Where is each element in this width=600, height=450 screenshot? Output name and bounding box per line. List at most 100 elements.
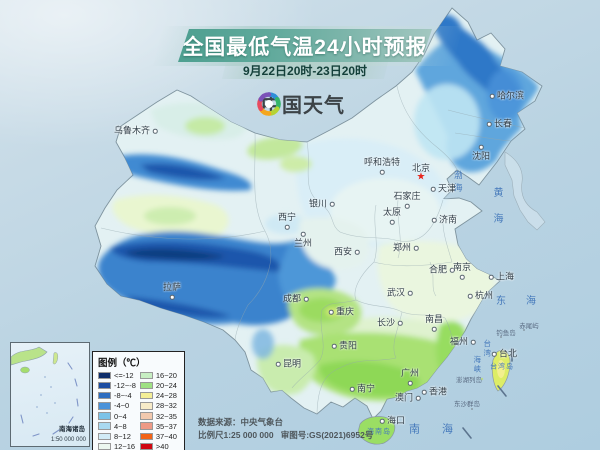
legend-swatch xyxy=(139,442,153,450)
sea-label: 黄海 xyxy=(491,187,502,239)
legend-swatch xyxy=(139,402,153,410)
legend-range-label: 12~16 xyxy=(114,442,136,450)
legend-range-label: 8~12 xyxy=(114,431,131,441)
city-marker xyxy=(421,389,427,395)
legend-grid: <=-12 -12~-8 -8~-4 -4~0 0~4 4~8 8~12 12~16 16~20… xyxy=(98,371,180,450)
forecast-period: 9月22日20时-23日20时 xyxy=(242,64,368,78)
city-marker xyxy=(470,339,476,345)
legend-range-label: 4~8 xyxy=(114,421,127,431)
legend-swatch xyxy=(98,371,111,380)
city-label: 呼和浩特 xyxy=(363,157,401,167)
city-marker xyxy=(407,290,413,296)
city-marker xyxy=(379,418,385,424)
city-label: 南宁 xyxy=(357,383,376,394)
city-marker xyxy=(415,395,421,401)
city-label: 北京 xyxy=(411,163,431,173)
legend-range-label: 28~32 xyxy=(155,401,177,411)
legend-item: 12~16 xyxy=(98,442,136,450)
legend-range-label: -8~-4 xyxy=(114,391,132,401)
city-label: 海口 xyxy=(387,415,406,426)
sea-label: 渤海 xyxy=(453,170,464,196)
legend-range-label: 20~24 xyxy=(155,380,177,390)
legend-item: 20~24 xyxy=(139,380,177,390)
legend-swatch xyxy=(98,402,111,410)
legend-item: 24~28 xyxy=(139,391,177,401)
legend-range-label: -12~-8 xyxy=(114,380,136,390)
sea-label: 钓鱼岛 xyxy=(496,329,516,337)
page-title: 全国最低气温24小时预报 xyxy=(182,35,428,59)
city-marker xyxy=(331,343,337,349)
legend-swatch xyxy=(98,381,111,390)
city-marker xyxy=(488,274,494,280)
city-marker xyxy=(389,219,395,225)
sea-label: 东沙群岛 xyxy=(454,400,480,408)
sea-label: 东海 xyxy=(496,296,556,307)
city-label: 西安 xyxy=(333,246,352,257)
city-label: 贵阳 xyxy=(339,340,358,351)
legend-item: 0~4 xyxy=(98,412,136,421)
legend-item: 35~37 xyxy=(139,422,177,431)
legend-swatch xyxy=(98,422,111,430)
city-marker xyxy=(467,293,473,299)
city-marker xyxy=(486,121,492,127)
sea-label: 海南岛 xyxy=(367,427,391,436)
city-marker xyxy=(449,267,455,273)
city-marker xyxy=(459,274,465,280)
legend-title: 图例（℃） xyxy=(98,358,146,369)
legend-item: 32~35 xyxy=(139,411,177,421)
city-label: 成都 xyxy=(282,293,301,304)
south-china-sea-inset: 南海诸岛 1:50 000 000 xyxy=(10,342,90,447)
legend-range-label: >40 xyxy=(155,442,169,450)
temperature-legend: 图例（℃） <=-12 -12~-8 -8~-4 -4~0 0~4 4~8 8~12 12~1… xyxy=(92,351,185,450)
logo-text: 中国天气 xyxy=(261,95,345,117)
city-label: 太原 xyxy=(382,207,402,217)
city-label: 乌鲁木齐 xyxy=(113,125,150,136)
city-label: 上海 xyxy=(496,271,515,282)
city-marker xyxy=(349,386,355,392)
legend-column: <=-12 -12~-8 -8~-4 -4~0 0~4 4~8 8~12 12~16 xyxy=(98,371,136,450)
inset-scale: 1:50 000 000 xyxy=(50,437,86,443)
legend-range-label: 24~28 xyxy=(155,391,177,401)
legend-range-label: <=-12 xyxy=(114,370,134,380)
legend-swatch xyxy=(98,412,111,420)
sea-label: 赤尾屿 xyxy=(519,322,539,330)
legend-item: -12~-8 xyxy=(98,381,136,390)
city-marker xyxy=(354,249,360,255)
sea-label: 澎湖列岛 xyxy=(456,376,482,384)
city-label: 济南 xyxy=(439,214,458,225)
map-footer: 数据来源：中央气象台 比例尺1:25 000 000 审图号:GS(2021)6… xyxy=(198,416,373,442)
legend-item: 16~20 xyxy=(139,371,177,380)
city-label: 天津 xyxy=(438,183,457,194)
city-marker xyxy=(491,351,497,357)
scale-and-approval: 比例尺1:25 000 000 审图号:GS(2021)6952号 xyxy=(198,429,373,442)
sea-label: 台湾岛 xyxy=(490,362,514,371)
hainan-island xyxy=(357,416,396,445)
legend-item: 37~40 xyxy=(139,432,177,441)
sea-label: 南海 xyxy=(409,423,475,436)
map-scale: 比例尺1:25 000 000 xyxy=(198,430,274,440)
inset-map-graphic xyxy=(11,346,79,437)
city-label: 重庆 xyxy=(336,306,355,317)
legend-swatch xyxy=(139,412,153,420)
city-label: 长沙 xyxy=(376,317,395,328)
sea-label: 台湾 xyxy=(482,339,492,359)
city-marker xyxy=(379,169,385,175)
city-label: 台北 xyxy=(499,348,518,359)
city-marker xyxy=(300,231,306,237)
city-marker xyxy=(413,245,419,251)
data-source: 数据来源：中央气象台 xyxy=(198,417,284,427)
city-label: 香港 xyxy=(429,386,448,397)
city-marker xyxy=(169,294,175,300)
legend-range-label: 32~35 xyxy=(155,411,177,421)
city-label: 福州 xyxy=(449,336,468,347)
city-marker xyxy=(397,320,403,326)
approval-number: 审图号:GS(2021)6952号 xyxy=(280,430,374,440)
city-label: 郑州 xyxy=(392,242,411,253)
inset-label: 南海诸岛 xyxy=(59,426,85,433)
city-label: 拉萨 xyxy=(162,282,182,292)
city-label: 石家庄 xyxy=(393,191,421,201)
islands xyxy=(357,329,525,445)
title-banner: 全国最低气温24小时预报 xyxy=(178,29,432,62)
